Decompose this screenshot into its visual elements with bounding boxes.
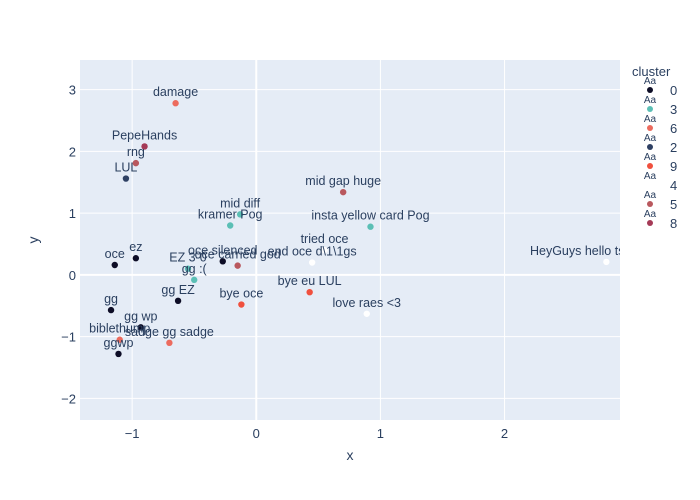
data-point [116, 336, 123, 343]
legend-marker [647, 106, 653, 112]
legend-symbol-text: Aa [644, 152, 657, 163]
data-point [308, 259, 316, 266]
data-point [111, 261, 118, 269]
legend-symbol-text: Aa [644, 209, 657, 220]
point-label: damage [153, 85, 198, 99]
grid-lines [80, 60, 620, 420]
legend-marker [647, 201, 653, 207]
legend-title: cluster [632, 64, 671, 79]
x-tick-label: 1 [377, 426, 384, 441]
point-label: oce carried god [195, 248, 281, 262]
legend-marker [647, 87, 653, 93]
legend-entry-label: 3 [670, 102, 677, 117]
point-label: EZ 3-0 [169, 251, 207, 265]
legend-entry-label: 8 [670, 216, 677, 231]
legend-entry-label: 5 [670, 197, 677, 212]
y-tick-label: 2 [69, 144, 76, 159]
legend-symbol-text: Aa [644, 95, 657, 106]
data-point [115, 350, 122, 358]
legend-entry-label: 4 [670, 178, 677, 193]
data-point [132, 255, 140, 262]
point-label: HeyGuys hello tsm ' lgd ' lol [530, 244, 683, 258]
point-label: ez [129, 240, 142, 254]
plot-background [80, 60, 620, 420]
point-labels: damage PepeHands rng LUL mid gap huge mid dif… [89, 85, 683, 350]
legend-symbol-text: Aa [644, 171, 657, 182]
x-tick-label: 2 [501, 426, 508, 441]
data-point [367, 223, 374, 230]
y-tick-label: −1 [61, 330, 76, 345]
data-point [603, 258, 610, 266]
data-point [363, 310, 370, 317]
y-tick-label: 3 [69, 83, 76, 98]
x-axis-title: x [347, 447, 354, 463]
y-axis-title: y [25, 237, 41, 244]
point-label: LUL [114, 161, 137, 175]
data-point [321, 246, 328, 254]
point-label: oce [105, 247, 125, 261]
x-tick-labels: −1 0 1 2 [125, 426, 508, 441]
point-label: love raes <3 [333, 296, 401, 310]
legend-entry-label: 9 [670, 159, 677, 174]
data-point [234, 262, 241, 269]
data-point [174, 297, 182, 305]
point-label: mid gap huge [305, 174, 381, 188]
data-point [107, 306, 115, 314]
data-point [219, 258, 226, 265]
data-point [141, 143, 148, 150]
legend: cluster Aa 0 Aa 3 Aa 6 Aa 2 Aa 9 Aa 4 Aa 5 Aa 8 [632, 64, 677, 231]
legend-marker [647, 163, 653, 169]
y-tick-labels: −2 −1 0 1 2 3 [61, 83, 76, 407]
legend-symbol-text: Aa [644, 133, 657, 144]
data-point [132, 159, 140, 167]
data-point [236, 211, 244, 218]
data-point [306, 288, 313, 296]
point-label: oce silenced [188, 243, 258, 257]
point-label: gg :( [182, 262, 208, 276]
data-point [166, 339, 173, 347]
y-tick-label: 1 [69, 206, 76, 221]
point-label: rng [127, 145, 145, 159]
point-label: sadge gg sadge [125, 325, 214, 339]
point-label: tried oce [301, 232, 349, 246]
legend-marker [647, 182, 653, 188]
point-label: gg wp [124, 309, 157, 323]
point-label: mid diff [220, 196, 261, 210]
legend-marker [647, 220, 653, 226]
legend-marker [647, 144, 653, 150]
data-point [238, 301, 245, 308]
data-point [122, 175, 130, 182]
point-label: biblethump [89, 322, 150, 336]
legend-entry-label: 0 [670, 83, 677, 98]
data-point [172, 100, 179, 107]
y-tick-label: −2 [61, 391, 76, 406]
y-tick-label: 0 [69, 268, 76, 283]
data-point [137, 324, 145, 331]
legend-symbol-text: Aa [644, 190, 657, 201]
legend-symbol-text: Aa [644, 114, 657, 125]
point-label: insta yellow card Pog [311, 209, 429, 223]
point-label: ggwp [104, 336, 134, 350]
point-label: end oce d\1\1gs [268, 245, 357, 259]
point-label: kramer Pog [198, 207, 263, 221]
legend-entry-label: 6 [670, 121, 677, 136]
point-label: gg [104, 292, 118, 306]
x-tick-label: 0 [253, 426, 260, 441]
point-label: bye eu LUL [278, 274, 342, 288]
x-tick-label: −1 [125, 426, 140, 441]
legend-entry-label: 2 [670, 140, 677, 155]
data-point [227, 222, 234, 229]
point-label: PepeHands [112, 128, 177, 142]
data-point [339, 188, 347, 196]
data-points [107, 100, 610, 358]
point-label: gg EZ [161, 283, 195, 297]
data-point [191, 276, 198, 284]
data-point [184, 265, 192, 272]
legend-symbol-text: Aa [644, 76, 657, 87]
legend-marker [647, 125, 653, 131]
point-label: bye oce [219, 287, 263, 301]
